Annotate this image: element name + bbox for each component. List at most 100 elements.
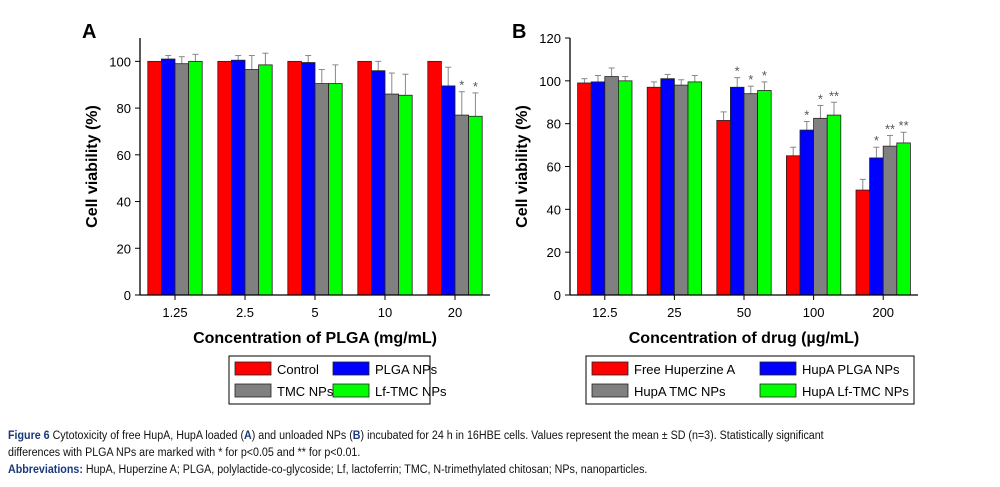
bar xyxy=(743,93,759,296)
legend: Control PLGA NPs TMC NPs Lf-TMC NPs xyxy=(228,355,447,405)
x-tick-label: 5 xyxy=(311,305,318,320)
y-tick-label: 100 xyxy=(109,54,131,69)
legend-label: HupA TMC NPs xyxy=(634,384,726,399)
significance-star: * xyxy=(874,133,879,148)
y-tick-label: 40 xyxy=(547,202,561,217)
bar xyxy=(813,117,828,296)
bar xyxy=(618,80,633,296)
caption-text-2: differences with PLGA NPs are marked wit… xyxy=(8,447,361,459)
bar xyxy=(370,70,386,296)
bar xyxy=(799,129,815,296)
x-tick-label: 10 xyxy=(378,305,392,320)
significance-star: * xyxy=(818,91,823,106)
legend-label: Free Huperzine A xyxy=(634,362,735,377)
bar xyxy=(590,81,606,296)
bar xyxy=(660,78,675,296)
bar xyxy=(646,86,662,296)
y-axis-title: Cell viability (%) xyxy=(84,105,101,228)
legend-label: HupA PLGA NPs xyxy=(802,362,900,377)
legend-label: PLGA NPs xyxy=(375,362,438,377)
x-tick-label: 1.25 xyxy=(162,305,187,320)
bar xyxy=(869,157,884,296)
y-tick-label: 80 xyxy=(547,117,561,132)
x-tick-label: 100 xyxy=(803,305,825,320)
legend-swatch xyxy=(234,383,272,398)
bar xyxy=(258,64,273,296)
bar xyxy=(427,60,442,296)
bar xyxy=(786,155,801,296)
significance-star: * xyxy=(762,68,767,83)
y-tick-label: 0 xyxy=(124,288,131,303)
bar xyxy=(757,90,772,296)
x-tick-label: 2.5 xyxy=(236,305,254,320)
x-tick-label: 50 xyxy=(737,305,751,320)
figure-caption: Figure 6 Cytotoxicity of free HupA, HupA… xyxy=(8,428,929,479)
bar xyxy=(230,59,246,296)
legend-swatch xyxy=(591,383,629,398)
legend: Free Huperzine A HupA PLGA NPs HupA TMC NP… xyxy=(585,355,915,405)
bar xyxy=(440,85,456,296)
bar xyxy=(384,93,400,296)
y-tick-label: 80 xyxy=(117,101,131,116)
y-tick-label: 60 xyxy=(547,160,561,175)
x-tick-label: 25 xyxy=(667,305,681,320)
x-tick-label: 12.5 xyxy=(592,305,617,320)
chart-panel-a: A * * 0 20 40 60 80 100 1.25 2.5 5 10 20 Concentration… xyxy=(82,21,490,405)
significance-star: ** xyxy=(829,88,839,103)
caption-panel-b: B xyxy=(352,430,361,442)
legend-swatch xyxy=(332,361,370,376)
legend-label: Control xyxy=(277,362,319,377)
y-tick-label: 40 xyxy=(117,195,131,210)
bar xyxy=(687,81,703,296)
y-tick-label: 120 xyxy=(539,31,561,46)
bar xyxy=(300,62,316,296)
legend-box xyxy=(585,355,915,405)
legend-swatch xyxy=(759,383,797,398)
significance-star: * xyxy=(459,78,464,93)
legend-label: TMC NPs xyxy=(277,384,334,399)
bar xyxy=(896,142,911,296)
caption-text-1a: Cytotoxicity of free HupA, HupA loaded ( xyxy=(52,430,245,442)
bar xyxy=(188,60,203,296)
bar xyxy=(454,114,470,296)
bar xyxy=(244,69,260,296)
legend-swatch xyxy=(234,361,272,376)
caption-panel-a: A xyxy=(244,430,252,442)
bar xyxy=(826,114,842,296)
bar xyxy=(855,189,871,296)
bar xyxy=(217,60,232,296)
significance-star: * xyxy=(804,108,809,123)
legend-swatch xyxy=(332,383,370,398)
caption-text-1b: ) and unloaded NPs ( xyxy=(251,430,353,442)
x-tick-label: 20 xyxy=(448,305,462,320)
y-tick-label: 100 xyxy=(539,74,561,89)
bar xyxy=(357,60,372,296)
bar xyxy=(287,60,302,296)
y-tick-label: 20 xyxy=(117,241,131,256)
legend-swatch xyxy=(759,361,797,376)
bar xyxy=(468,115,483,296)
bar xyxy=(314,83,330,296)
legend-label: Lf-TMC NPs xyxy=(375,384,447,399)
bar xyxy=(604,76,619,296)
bar xyxy=(328,83,343,296)
significance-star: * xyxy=(748,72,753,87)
caption-abbrev-label: Abbreviations: xyxy=(8,464,83,476)
y-tick-label: 0 xyxy=(554,288,561,303)
y-axis-title: Cell viability (%) xyxy=(514,105,531,228)
caption-figure-label: Figure 6 xyxy=(8,430,50,442)
x-tick-label: 200 xyxy=(872,305,894,320)
significance-star: ** xyxy=(899,118,909,133)
bar xyxy=(398,94,413,296)
bar xyxy=(577,82,592,296)
bar xyxy=(174,63,190,296)
bar xyxy=(730,86,745,296)
x-axis-title: Concentration of PLGA (mg/mL) xyxy=(193,330,437,347)
bar xyxy=(674,84,689,296)
bar xyxy=(882,145,898,296)
y-tick-label: 20 xyxy=(547,245,561,260)
y-tick-label: 60 xyxy=(117,148,131,163)
panel-letter: A xyxy=(82,21,96,43)
bar xyxy=(147,60,162,296)
